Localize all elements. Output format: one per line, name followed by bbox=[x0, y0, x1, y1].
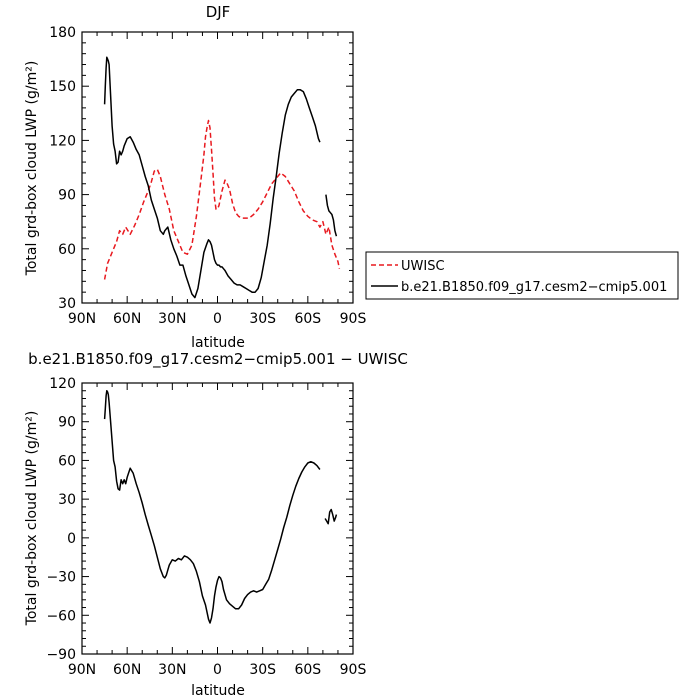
top-x-axis: 90N 60N 30N 0 30S 60S 90S bbox=[68, 32, 367, 327]
top-chart-title: DJF bbox=[206, 3, 231, 21]
top-y-tick-label: 150 bbox=[49, 79, 76, 95]
bottom-y-axis: −90 −60 −30 0 30 60 90 120 bbox=[46, 376, 353, 663]
bottom-y-tick-label: 60 bbox=[58, 453, 76, 469]
bottom-series-line-1 bbox=[103, 389, 321, 624]
top-plot-frame bbox=[81, 31, 354, 304]
bottom-series-line-1 bbox=[324, 508, 338, 525]
top-x-tick-label: 60S bbox=[294, 311, 321, 327]
top-y-tick-label: 180 bbox=[49, 25, 76, 41]
bottom-y-tick-label: 0 bbox=[67, 531, 76, 547]
top-y-axis: 30 60 90 120 150 180 bbox=[49, 25, 353, 312]
top-y-axis-label: Total grd-box cloud LWP (g/m²) bbox=[24, 61, 40, 277]
top-series-lines bbox=[103, 56, 341, 299]
top-y-tick-label: 60 bbox=[58, 242, 76, 258]
top-series-line-2 bbox=[325, 194, 338, 237]
top-x-tick-label: 30N bbox=[158, 311, 186, 327]
bottom-y-tick-label: 30 bbox=[58, 492, 76, 508]
bottom-chart-title: b.e21.B1850.f09_g17.cesm2−cmip5.001 − UW… bbox=[28, 350, 408, 369]
top-y-tick-label: 30 bbox=[58, 296, 76, 312]
top-y-tick-label: 90 bbox=[58, 188, 76, 204]
top-x-tick-label: 0 bbox=[213, 311, 222, 327]
bottom-y-tick-label: 90 bbox=[58, 415, 76, 431]
bottom-y-tick-label: 120 bbox=[49, 376, 76, 392]
bottom-x-tick-label: 90S bbox=[340, 662, 367, 678]
bottom-y-axis-label: Total grd-box cloud LWP (g/m²) bbox=[24, 411, 40, 627]
top-y-tick-label: 120 bbox=[49, 133, 76, 149]
difference-lwp-panel: b.e21.B1850.f09_g17.cesm2−cmip5.001 − UW… bbox=[24, 350, 408, 699]
legend-box bbox=[365, 251, 679, 300]
top-x-tick-label: 30S bbox=[249, 311, 276, 327]
bottom-plot-frame bbox=[81, 382, 354, 655]
bottom-x-axis-label: latitude bbox=[191, 683, 245, 699]
bottom-y-tick-label: −90 bbox=[46, 647, 76, 663]
bottom-series-lines bbox=[103, 389, 338, 624]
bottom-x-tick-label: 90N bbox=[68, 662, 96, 678]
top-x-axis-label: latitude bbox=[191, 335, 245, 351]
bottom-y-tick-label: −60 bbox=[46, 608, 76, 624]
bottom-x-tick-label: 60N bbox=[113, 662, 141, 678]
bottom-x-tick-label: 30N bbox=[158, 662, 186, 678]
top-x-tick-label: 90S bbox=[340, 311, 367, 327]
bottom-x-tick-label: 60S bbox=[294, 662, 321, 678]
top-series-line-2 bbox=[103, 56, 321, 299]
legend-label-cesm2: b.e21.B1850.f09_g17.cesm2−cmip5.001 bbox=[401, 280, 667, 295]
bottom-x-tick-label: 0 bbox=[213, 662, 222, 678]
top-x-tick-label: 60N bbox=[113, 311, 141, 327]
legend-label-uwisc: UWISC bbox=[401, 259, 445, 274]
bottom-y-tick-label: −30 bbox=[46, 570, 76, 586]
top-series-line-1 bbox=[103, 119, 341, 280]
bottom-x-axis: 90N 60N 30N 0 30S 60S 90S bbox=[68, 383, 367, 678]
top-x-tick-label: 90N bbox=[68, 311, 96, 327]
bottom-x-tick-label: 30S bbox=[249, 662, 276, 678]
legend: UWISC b.e21.B1850.f09_g17.cesm2−cmip5.00… bbox=[365, 251, 679, 300]
